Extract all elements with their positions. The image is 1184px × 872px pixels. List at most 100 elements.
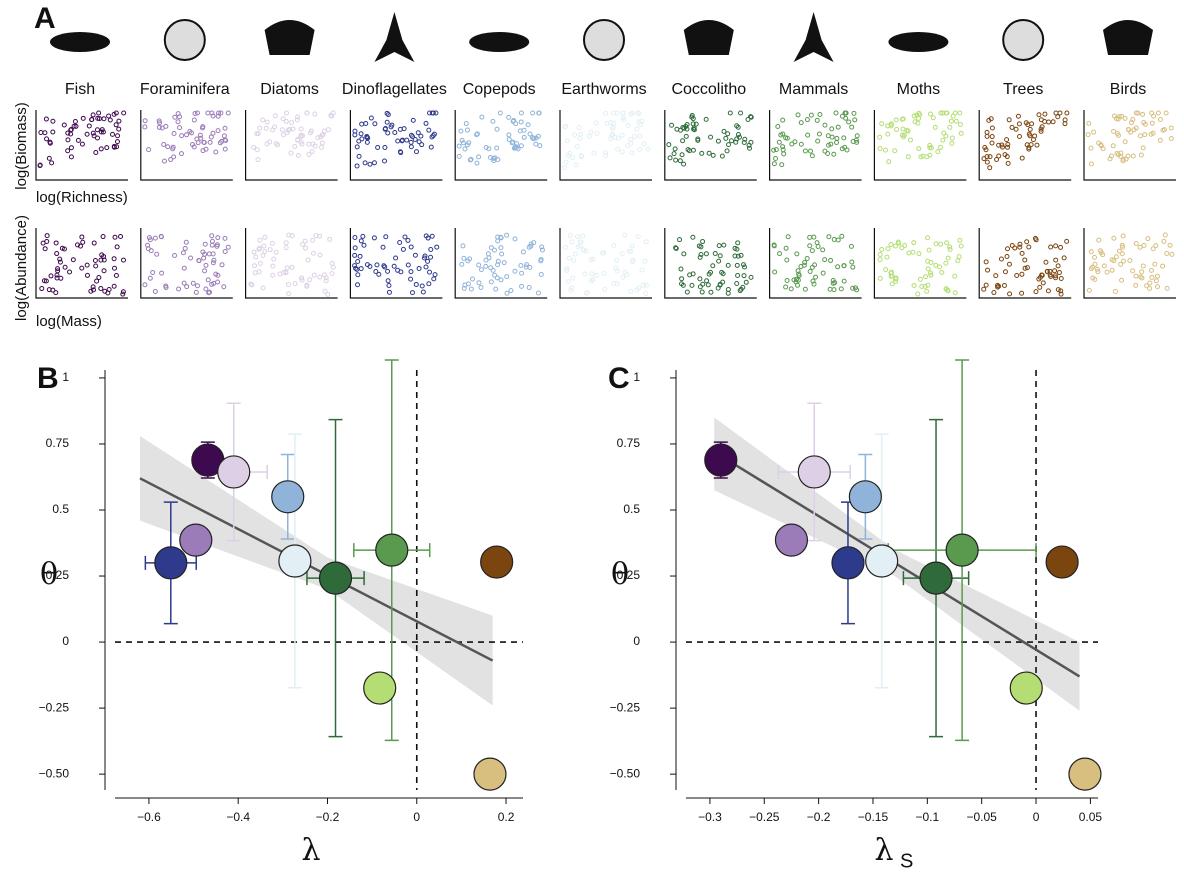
cloud-point: [1152, 261, 1158, 267]
point: [375, 533, 409, 567]
taxon-label: Birds: [1110, 81, 1146, 98]
cloud-point: [474, 132, 480, 138]
cloud-point: [690, 147, 696, 153]
cloud-point: [1005, 246, 1011, 252]
cloud-point: [267, 247, 273, 253]
cloud-point: [1001, 282, 1007, 288]
cloud-point: [409, 290, 415, 296]
cloud-point: [910, 249, 916, 255]
cloud-point: [933, 241, 939, 247]
cloud-point: [501, 260, 507, 266]
cloud-point: [1100, 252, 1106, 258]
cloud-point: [811, 281, 817, 287]
cloud-point: [916, 146, 922, 152]
cloud-point: [771, 161, 777, 167]
cloud-point: [506, 136, 512, 142]
taxon-label: Dinoflagellates: [342, 81, 447, 98]
cloud-point: [37, 162, 43, 168]
cloud-point: [564, 138, 570, 144]
y-tick-label: 0: [633, 634, 640, 648]
cloud-point: [574, 234, 580, 240]
cloud-point: [400, 246, 406, 252]
cloud-point: [919, 284, 925, 290]
cloud-point: [989, 125, 995, 131]
cloud-point: [743, 279, 749, 285]
cloud-point: [385, 278, 391, 284]
cloud-point: [998, 256, 1004, 262]
cloud-point: [1002, 152, 1008, 158]
cloud-point: [304, 283, 310, 289]
cloud-point: [519, 270, 525, 276]
cloud-point: [498, 245, 504, 251]
cloud-point: [635, 110, 641, 116]
cloud-point: [319, 140, 325, 146]
cloud-point: [849, 124, 855, 130]
cloud-point: [1154, 273, 1160, 279]
cloud-point: [937, 144, 943, 150]
cloud-point: [1138, 152, 1144, 158]
cloud-point: [717, 253, 723, 259]
cloud-point: [932, 124, 938, 130]
cloud-point: [538, 258, 544, 264]
cloud-point: [907, 137, 913, 143]
cloud-point: [90, 130, 96, 136]
cloud-point: [161, 158, 167, 164]
cloud-point: [248, 281, 254, 287]
cloud-point: [940, 137, 946, 143]
cloud-point: [877, 134, 883, 140]
cloud-point: [113, 273, 119, 279]
cloud-point: [937, 264, 943, 270]
point: [1009, 671, 1043, 705]
cloud-point: [629, 110, 635, 116]
cloud-point: [983, 282, 989, 288]
cloud-point: [215, 128, 221, 134]
cloud-point: [1147, 280, 1153, 286]
cloud-point: [260, 285, 266, 291]
cloud-point: [888, 121, 894, 127]
cloud-point: [1033, 289, 1039, 295]
cloud-point: [1133, 241, 1139, 247]
cloud-point: [203, 262, 209, 268]
cloud-point: [152, 235, 158, 241]
cloud-point: [536, 110, 542, 116]
cloud-point: [264, 119, 270, 125]
cloud-point: [957, 237, 963, 243]
cloud-point: [356, 138, 362, 144]
cloud-point: [620, 274, 626, 280]
cloud-point: [1064, 238, 1070, 244]
cloud-point: [215, 279, 221, 285]
cloud-point: [506, 114, 512, 120]
cloud-point: [785, 234, 791, 240]
cloud-point: [325, 291, 331, 297]
x-tick-label: −0.3: [698, 810, 722, 824]
cloud-point: [899, 245, 905, 251]
cloud-point: [289, 119, 295, 125]
cloud-point: [310, 250, 316, 256]
y-tick-label: 0.75: [617, 436, 641, 450]
cloud-point: [1026, 244, 1032, 250]
cloud-point: [405, 262, 411, 268]
cloud-point: [926, 247, 932, 253]
cloud-point: [698, 251, 704, 257]
cloud-point: [773, 155, 779, 161]
cloud-point: [802, 148, 808, 154]
cloud-point: [177, 125, 183, 131]
cloud-point: [283, 269, 289, 275]
cloud-point: [798, 264, 804, 270]
cloud-point: [565, 152, 571, 158]
cloud-point: [208, 134, 214, 140]
cloud-point: [483, 257, 489, 263]
cloud-point: [357, 253, 363, 259]
cloud-point: [158, 233, 164, 239]
cloud-point: [358, 238, 364, 244]
cloud-point: [947, 244, 953, 250]
cloud-point: [288, 150, 294, 156]
cloud-point: [364, 134, 370, 140]
cloud-point: [1029, 121, 1035, 127]
cloud-point: [911, 240, 917, 246]
cloud-point: [210, 251, 216, 257]
cloud-point: [478, 284, 484, 290]
cloud-point: [690, 121, 696, 127]
cloud-point: [94, 127, 100, 133]
icon-shape: [1103, 20, 1153, 55]
